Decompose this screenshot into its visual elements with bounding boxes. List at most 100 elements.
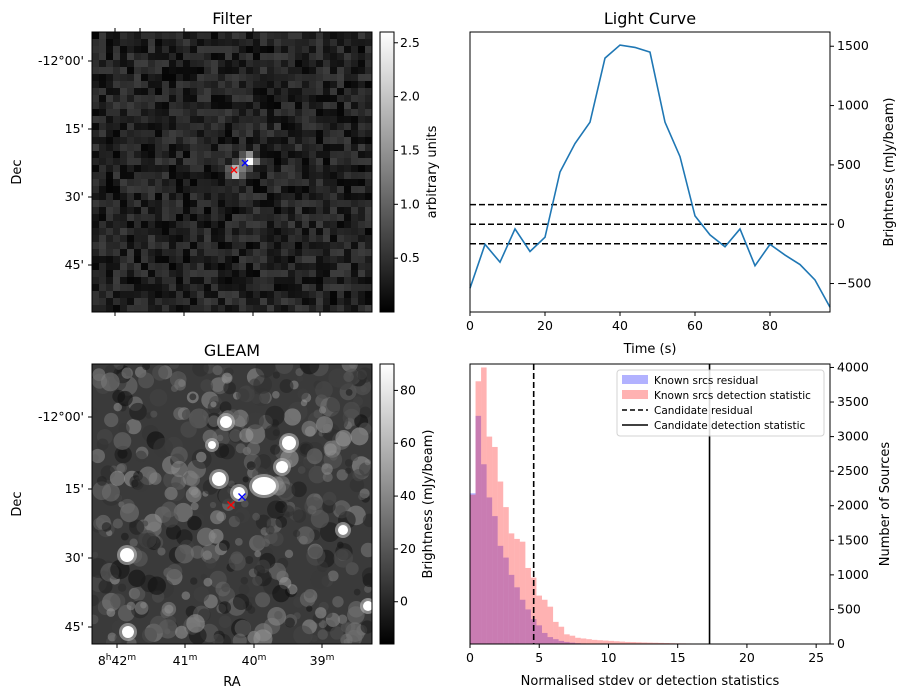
filter-pixel <box>134 200 142 208</box>
filter-pixel <box>197 88 205 96</box>
filter-pixel <box>99 123 107 131</box>
filter-pixel <box>260 39 268 47</box>
filter-pixel <box>204 256 212 264</box>
filter-pixel <box>351 46 359 54</box>
filter-pixel <box>302 137 310 145</box>
filter-pixel <box>141 137 149 145</box>
noise-blob <box>253 454 273 474</box>
filter-pixel <box>330 60 338 68</box>
filter-pixel <box>281 249 289 257</box>
filter-pixel <box>197 130 205 138</box>
filter-pixel <box>260 200 268 208</box>
noise-blob <box>129 519 145 535</box>
filter-pixel <box>127 151 135 159</box>
noise-blob <box>113 402 122 412</box>
filter-pixel <box>113 60 121 68</box>
filter-pixel <box>148 277 156 285</box>
filter-pixel <box>344 67 352 75</box>
filter-pixel <box>295 165 303 173</box>
filter-pixel <box>330 179 338 187</box>
filter-pixel <box>197 249 205 257</box>
noise-blob <box>173 502 193 523</box>
filter-pixel <box>99 81 107 89</box>
filter-pixel <box>127 263 135 271</box>
filter-pixel <box>155 235 163 243</box>
filter-pixel <box>176 39 184 47</box>
filter-pixel <box>204 109 212 117</box>
filter-pixel <box>323 130 331 138</box>
filter-pixel <box>337 60 345 68</box>
filter-pixel <box>106 32 114 40</box>
filter-pixel <box>260 144 268 152</box>
filter-pixel <box>148 235 156 243</box>
x-tick-label: 40 <box>612 318 628 333</box>
filter-pixel <box>92 200 100 208</box>
filter-pixel <box>330 242 338 250</box>
noise-blob <box>175 625 189 639</box>
filter-pixel <box>246 130 254 138</box>
filter-pixel <box>183 172 191 180</box>
filter-pixel <box>232 130 240 138</box>
filter-pixel <box>288 123 296 131</box>
filter-pixel <box>148 291 156 299</box>
detection-bar <box>575 637 581 644</box>
filter-pixel <box>288 291 296 299</box>
filter-pixel <box>120 109 128 117</box>
filter-pixel <box>113 46 121 54</box>
y-tick-label: 1500 <box>837 532 869 547</box>
filter-pixel <box>246 277 254 285</box>
filter-pixel <box>113 193 121 201</box>
filter-pixel <box>141 186 149 194</box>
filter-pixel <box>330 123 338 131</box>
filter-pixel <box>169 130 177 138</box>
noise-blob <box>112 518 123 529</box>
filter-pixel <box>351 249 359 257</box>
filter-pixel <box>337 144 345 152</box>
filter-pixel <box>190 186 198 194</box>
filter-pixel <box>106 165 114 173</box>
filter-pixel <box>92 116 100 124</box>
filter-pixel <box>351 144 359 152</box>
filter-pixel <box>169 144 177 152</box>
filter-pixel <box>211 81 219 89</box>
filter-pixel <box>281 193 289 201</box>
residual-bar <box>508 574 515 644</box>
gleam-source-markers <box>227 493 246 509</box>
y-tick-label: 0 <box>837 636 845 651</box>
filter-pixel <box>169 193 177 201</box>
filter-pixel <box>260 228 268 236</box>
filter-pixel <box>225 193 233 201</box>
filter-pixel <box>148 109 156 117</box>
filter-pixel <box>323 305 331 313</box>
filter-pixel <box>246 235 254 243</box>
filter-pixel <box>155 242 163 250</box>
filter-pixel <box>358 158 366 166</box>
filter-pixel <box>358 277 366 285</box>
filter-pixel <box>204 137 212 145</box>
noise-blob <box>106 608 116 617</box>
filter-pixel <box>316 242 324 250</box>
filter-pixel <box>183 235 191 243</box>
filter-pixel <box>92 249 100 257</box>
y-tick-label: 0 <box>837 216 845 231</box>
filter-pixel <box>120 39 128 47</box>
filter-pixel <box>127 242 135 250</box>
filter-pixel <box>337 235 345 243</box>
filter-pixel <box>99 256 107 264</box>
filter-pixel <box>225 109 233 117</box>
noise-blob <box>353 588 361 596</box>
filter-pixel <box>288 172 296 180</box>
filter-pixel <box>99 200 107 208</box>
filter-pixel <box>309 256 317 264</box>
filter-pixel <box>295 158 303 166</box>
filter-pixel <box>316 291 324 299</box>
filter-pixel <box>351 200 359 208</box>
filter-pixel <box>267 67 275 75</box>
noise-blob <box>321 463 333 475</box>
filter-pixel <box>106 137 114 145</box>
filter-pixel <box>92 207 100 215</box>
filter-pixel <box>197 165 205 173</box>
filter-pixel <box>330 235 338 243</box>
filter-pixel <box>176 165 184 173</box>
filter-pixel <box>99 158 107 166</box>
